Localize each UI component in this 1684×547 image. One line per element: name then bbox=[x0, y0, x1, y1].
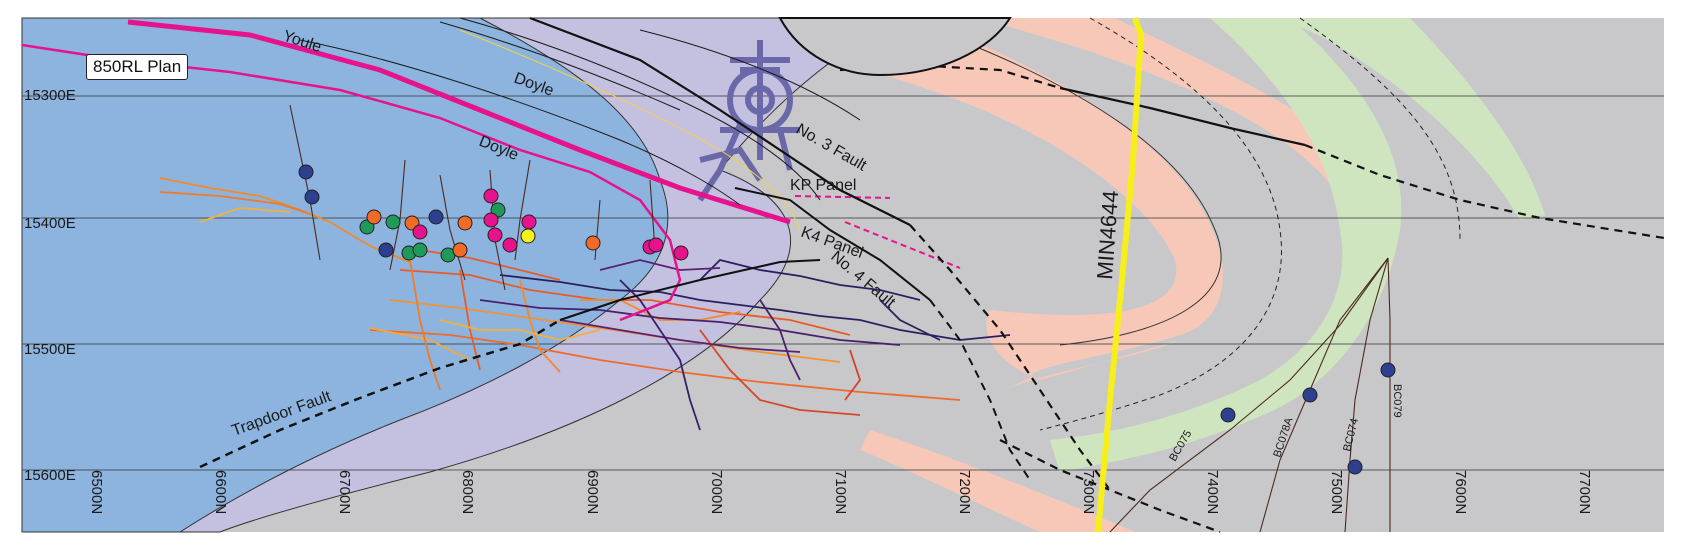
boundary-arc bbox=[778, 17, 1012, 77]
easting-label: 7400N bbox=[1204, 470, 1221, 514]
northing-label: 15500E bbox=[24, 341, 76, 358]
contour-solid-1 bbox=[899, 17, 1222, 346]
easting-label: 6900N bbox=[584, 470, 601, 514]
easting-label: 7000N bbox=[708, 470, 725, 514]
tenement-label: MIN4644 bbox=[1092, 190, 1123, 281]
easting-label: 7600N bbox=[1452, 470, 1469, 514]
easting-label: 6600N bbox=[212, 470, 229, 514]
plan-title: 850RL Plan bbox=[86, 54, 189, 80]
easting-label: 7300N bbox=[1080, 470, 1097, 514]
easting-label: 6800N bbox=[459, 470, 476, 514]
northing-label: 15400E bbox=[24, 215, 76, 232]
youle-doyle-contact-line bbox=[127, 19, 791, 225]
no4-fault-line bbox=[734, 187, 931, 301]
trapdoor-fault-line bbox=[559, 259, 821, 321]
trapdoor-fault-dashed bbox=[199, 318, 561, 469]
kp-panel-line bbox=[794, 195, 891, 199]
no4-fault-dashed bbox=[929, 299, 1031, 481]
easting-label: 7700N bbox=[1576, 470, 1593, 514]
doyle-contact-line-lower bbox=[21, 43, 682, 322]
kp-panel-label: KP Panel bbox=[790, 177, 856, 194]
easting-label: 6700N bbox=[336, 470, 353, 514]
upper-fault-line bbox=[1059, 86, 1306, 147]
thin-contacts bbox=[299, 17, 861, 206]
salmon-band-lower bbox=[860, 430, 1135, 532]
thin-contact-yellow bbox=[459, 29, 801, 231]
easting-labels: 6500N 6600N 6700N 6800N 6900N 7000N 7100… bbox=[88, 470, 1593, 514]
contour-dashed-1 bbox=[1039, 17, 1282, 431]
headframe-icon bbox=[697, 40, 800, 202]
drillhole-label: BC079 bbox=[1391, 384, 1403, 418]
lower-fault-dashed bbox=[999, 439, 1221, 534]
drillhole-intercepts bbox=[298, 164, 1396, 475]
northing-label: 15600E bbox=[24, 467, 76, 484]
easting-label: 6500N bbox=[88, 470, 105, 514]
no3-fault-line bbox=[529, 16, 911, 226]
tenement-boundary-line bbox=[1095, 17, 1145, 533]
no3-fault-dashed bbox=[909, 224, 1111, 491]
blue-unit bbox=[21, 17, 669, 533]
contour-dashed-2 bbox=[1299, 17, 1461, 241]
underground-workings-warm bbox=[159, 177, 961, 416]
easting-label: 7500N bbox=[1328, 470, 1345, 514]
easting-label: 7200N bbox=[956, 470, 973, 514]
green-band-inner bbox=[1050, 18, 1402, 472]
northing-labels: 15300E 15400E 15500E 15600E bbox=[24, 87, 76, 484]
easting-label: 7100N bbox=[832, 470, 849, 514]
green-band-outer bbox=[1280, 18, 1545, 220]
northing-label: 15300E bbox=[24, 87, 76, 104]
